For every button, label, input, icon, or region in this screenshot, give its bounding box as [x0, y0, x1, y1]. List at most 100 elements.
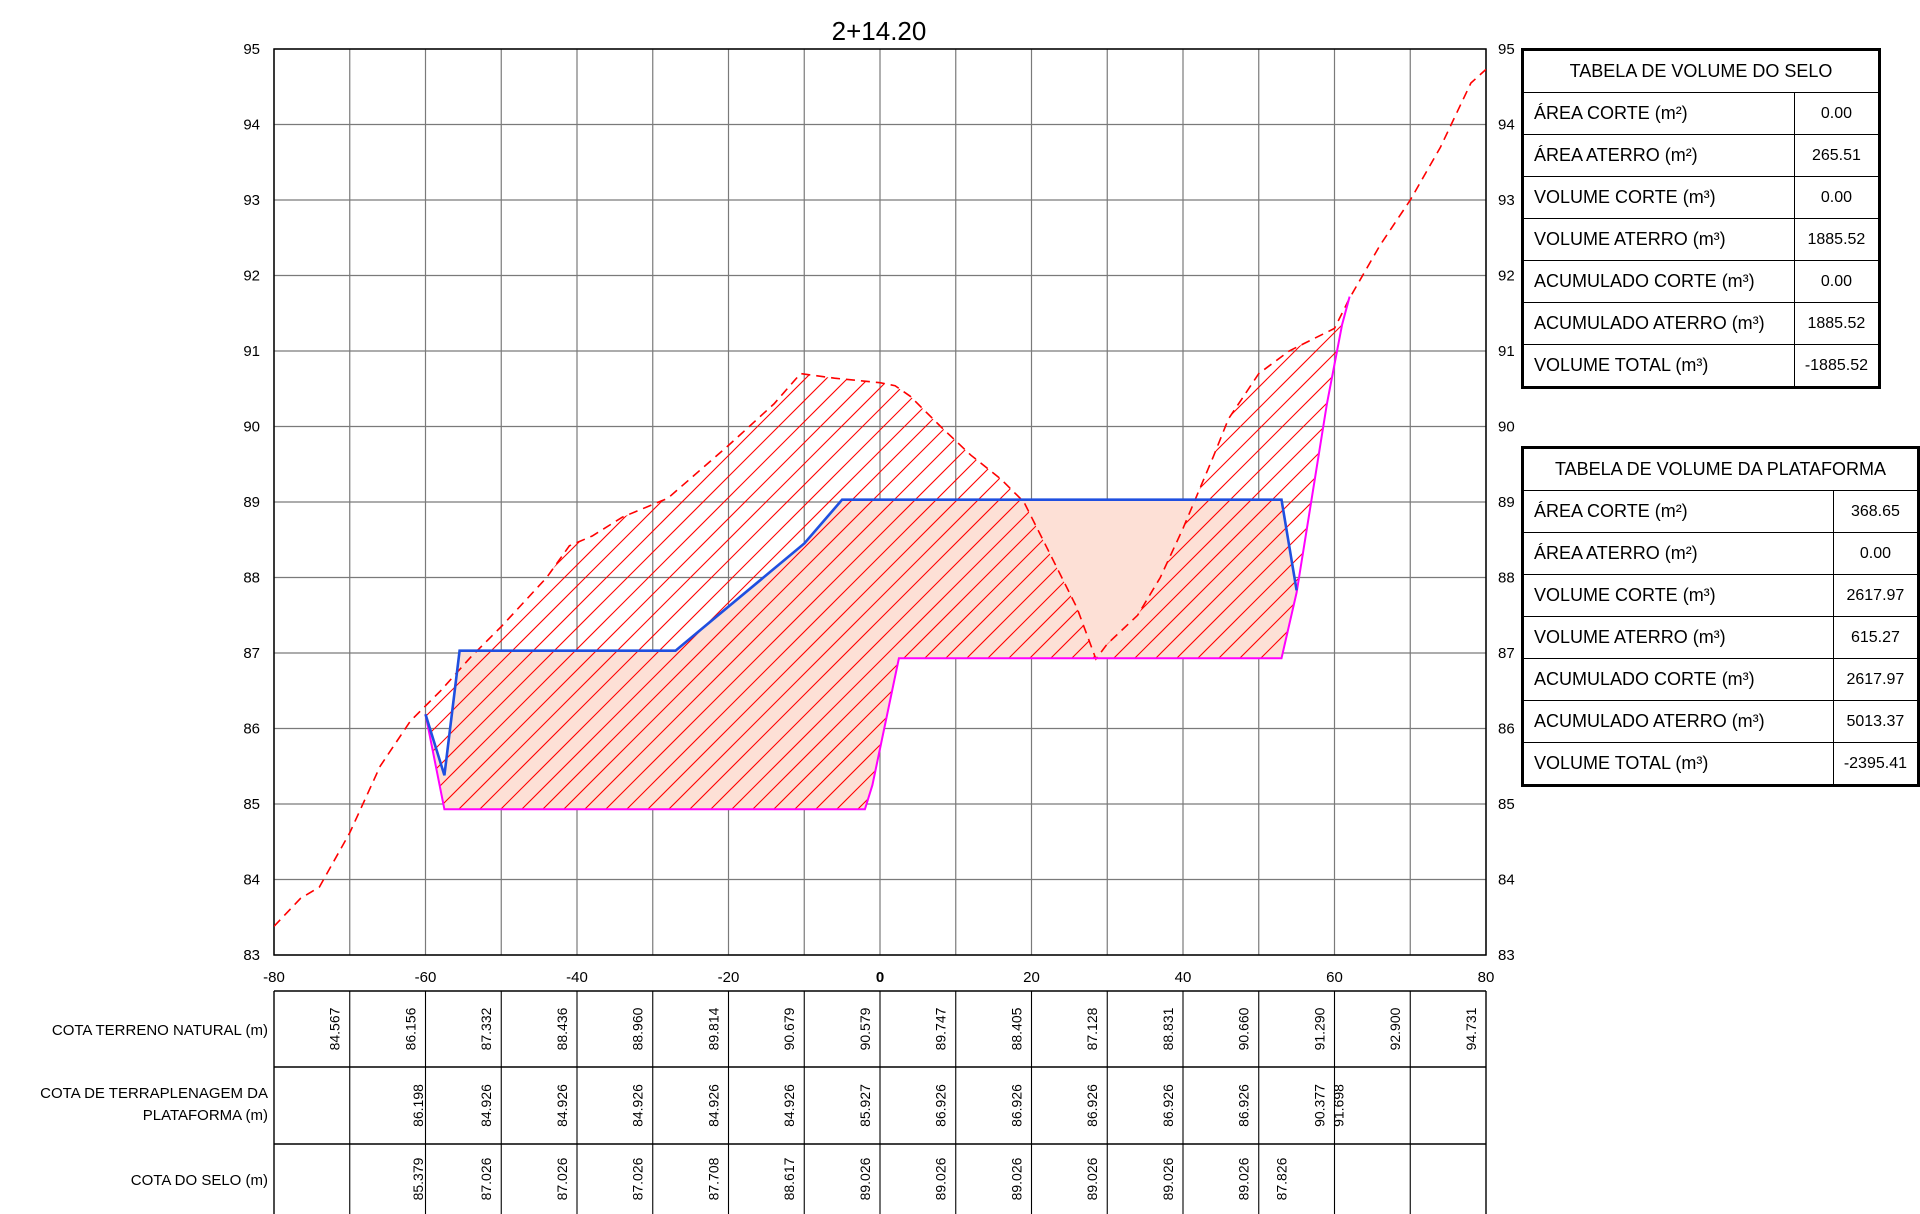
band-value: 91.290	[1311, 1007, 1327, 1050]
y-tick-label-right: 85	[1498, 796, 1515, 813]
band-value: 87.128	[1084, 1007, 1100, 1050]
row-value: 0.00	[1793, 260, 1881, 303]
x-tick-label: 0	[876, 969, 884, 986]
band-value: 89.026	[1008, 1157, 1024, 1200]
x-tick-label: 40	[1175, 969, 1192, 986]
band-value: 91.698	[1330, 1084, 1346, 1127]
hatch-line	[459, 296, 1350, 810]
hatch-line	[425, 296, 474, 810]
y-tick-label-right: 90	[1498, 419, 1515, 436]
hatch-line	[425, 296, 1350, 810]
y-tick-label-right: 92	[1498, 268, 1515, 285]
hatch-line	[425, 296, 621, 810]
row-label: ÁREA CORTE (m²)	[1522, 490, 1834, 533]
table-row: VOLUME CORTE (m³) 2617.97	[1522, 574, 1920, 617]
hatch-line	[0, 0, 410, 955]
y-tick-label-left: 85	[243, 796, 260, 813]
hatch-line	[425, 296, 684, 810]
hatch-line	[669, 296, 1350, 810]
band-value: 89.026	[857, 1157, 873, 1200]
seal-line	[424, 498, 1298, 776]
plataforma-volume-table: TABELA DE VOLUME DA PLATAFORMA ÁREA CORT…	[1521, 446, 1920, 787]
band-value: 85.927	[857, 1084, 873, 1127]
y-tick-label-left: 89	[243, 494, 260, 511]
band-value: 84.926	[781, 1084, 797, 1127]
hatch-line	[0, 0, 200, 955]
table-row: ÁREA CORTE (m²) 0.00	[1522, 92, 1881, 135]
hatch-line	[0, 0, 368, 955]
band-value: 87.026	[478, 1157, 494, 1200]
hatch-line	[425, 296, 978, 810]
hatch-line	[425, 296, 1272, 810]
hatch-line	[425, 296, 663, 810]
x-tick-label: -40	[566, 969, 588, 986]
hatch-line	[425, 296, 1020, 810]
hatch-line	[0, 0, 242, 955]
y-tick-label-right: 94	[1498, 117, 1515, 134]
hatch-line	[425, 296, 999, 810]
row-value: -1885.52	[1793, 344, 1881, 388]
row-label: VOLUME ATERRO (m³)	[1522, 218, 1795, 261]
hatch-line	[425, 296, 1167, 810]
row-value: 368.65	[1832, 490, 1920, 533]
hatch-line	[425, 296, 1350, 810]
row-label: ACUMULADO CORTE (m³)	[1522, 260, 1795, 303]
band-value: 87.826	[1273, 1157, 1289, 1200]
row-value: -2395.41	[1832, 742, 1920, 786]
band-value: 92.900	[1387, 1007, 1403, 1050]
profile-lines	[274, 68, 1486, 927]
hatch-line	[425, 296, 579, 810]
fill-area	[425, 499, 1297, 810]
table-row: ÁREA ATERRO (m²) 265.51	[1522, 134, 1881, 177]
table-row: VOLUME ATERRO (m³) 1885.52	[1522, 218, 1881, 261]
y-tick-label-right: 83	[1498, 947, 1515, 964]
table-row: VOLUME TOTAL (m³) -2395.41	[1522, 742, 1920, 786]
row-label: ÁREA ATERRO (m²)	[1522, 532, 1834, 575]
table-row: VOLUME ATERRO (m³) 615.27	[1522, 616, 1920, 659]
row-label: VOLUME CORTE (m³)	[1522, 176, 1795, 219]
terrain-line	[274, 68, 1486, 927]
band-value: 94.731	[1463, 1007, 1479, 1050]
row-label: VOLUME TOTAL (m³)	[1522, 742, 1834, 786]
hatch-line	[425, 296, 1293, 810]
band-value: 89.026	[1236, 1157, 1252, 1200]
table-row: VOLUME TOTAL (m³) -1885.52	[1522, 344, 1881, 388]
band-row-label: COTA DO SELO (m)	[131, 1172, 268, 1189]
y-tick-label-right: 84	[1498, 872, 1515, 889]
hatch-line	[564, 296, 1350, 810]
hatch-line	[425, 296, 432, 810]
band-value: 88.405	[1008, 1007, 1024, 1050]
hatch-line	[425, 296, 957, 810]
hatch-line	[425, 296, 1209, 810]
row-value: 265.51	[1793, 134, 1881, 177]
hatch-line	[425, 296, 915, 810]
row-label: ÁREA CORTE (m²)	[1522, 92, 1795, 135]
band-value: 86.926	[933, 1084, 949, 1127]
row-value: 2617.97	[1832, 658, 1920, 701]
row-label: ACUMULADO ATERRO (m³)	[1522, 700, 1834, 743]
hatch-line	[425, 296, 558, 810]
hatch-line	[425, 296, 1230, 810]
band-value: 85.379	[410, 1157, 426, 1200]
hatch-line	[425, 296, 600, 810]
hatch-line	[425, 296, 705, 810]
y-tick-label-left: 90	[243, 419, 260, 436]
x-tick-label: 20	[1023, 969, 1040, 986]
row-value: 0.00	[1832, 532, 1920, 575]
x-tick-label: -80	[263, 969, 285, 986]
hatch-line	[425, 296, 789, 810]
hatch-line	[0, 0, 221, 955]
platform-line	[424, 296, 1351, 811]
hatch-line	[425, 296, 642, 810]
hatch-line	[425, 296, 873, 810]
band-value: 87.332	[478, 1007, 494, 1050]
band-value: 88.960	[630, 1007, 646, 1050]
hatch-line	[425, 296, 1188, 810]
row-label: VOLUME TOTAL (m³)	[1522, 344, 1795, 388]
hatch-line	[543, 296, 1350, 810]
row-value: 0.00	[1793, 176, 1881, 219]
table-row: ACUMULADO CORTE (m³) 0.00	[1522, 260, 1881, 303]
y-tick-label-left: 83	[243, 947, 260, 964]
y-tick-label-left: 87	[243, 645, 260, 662]
